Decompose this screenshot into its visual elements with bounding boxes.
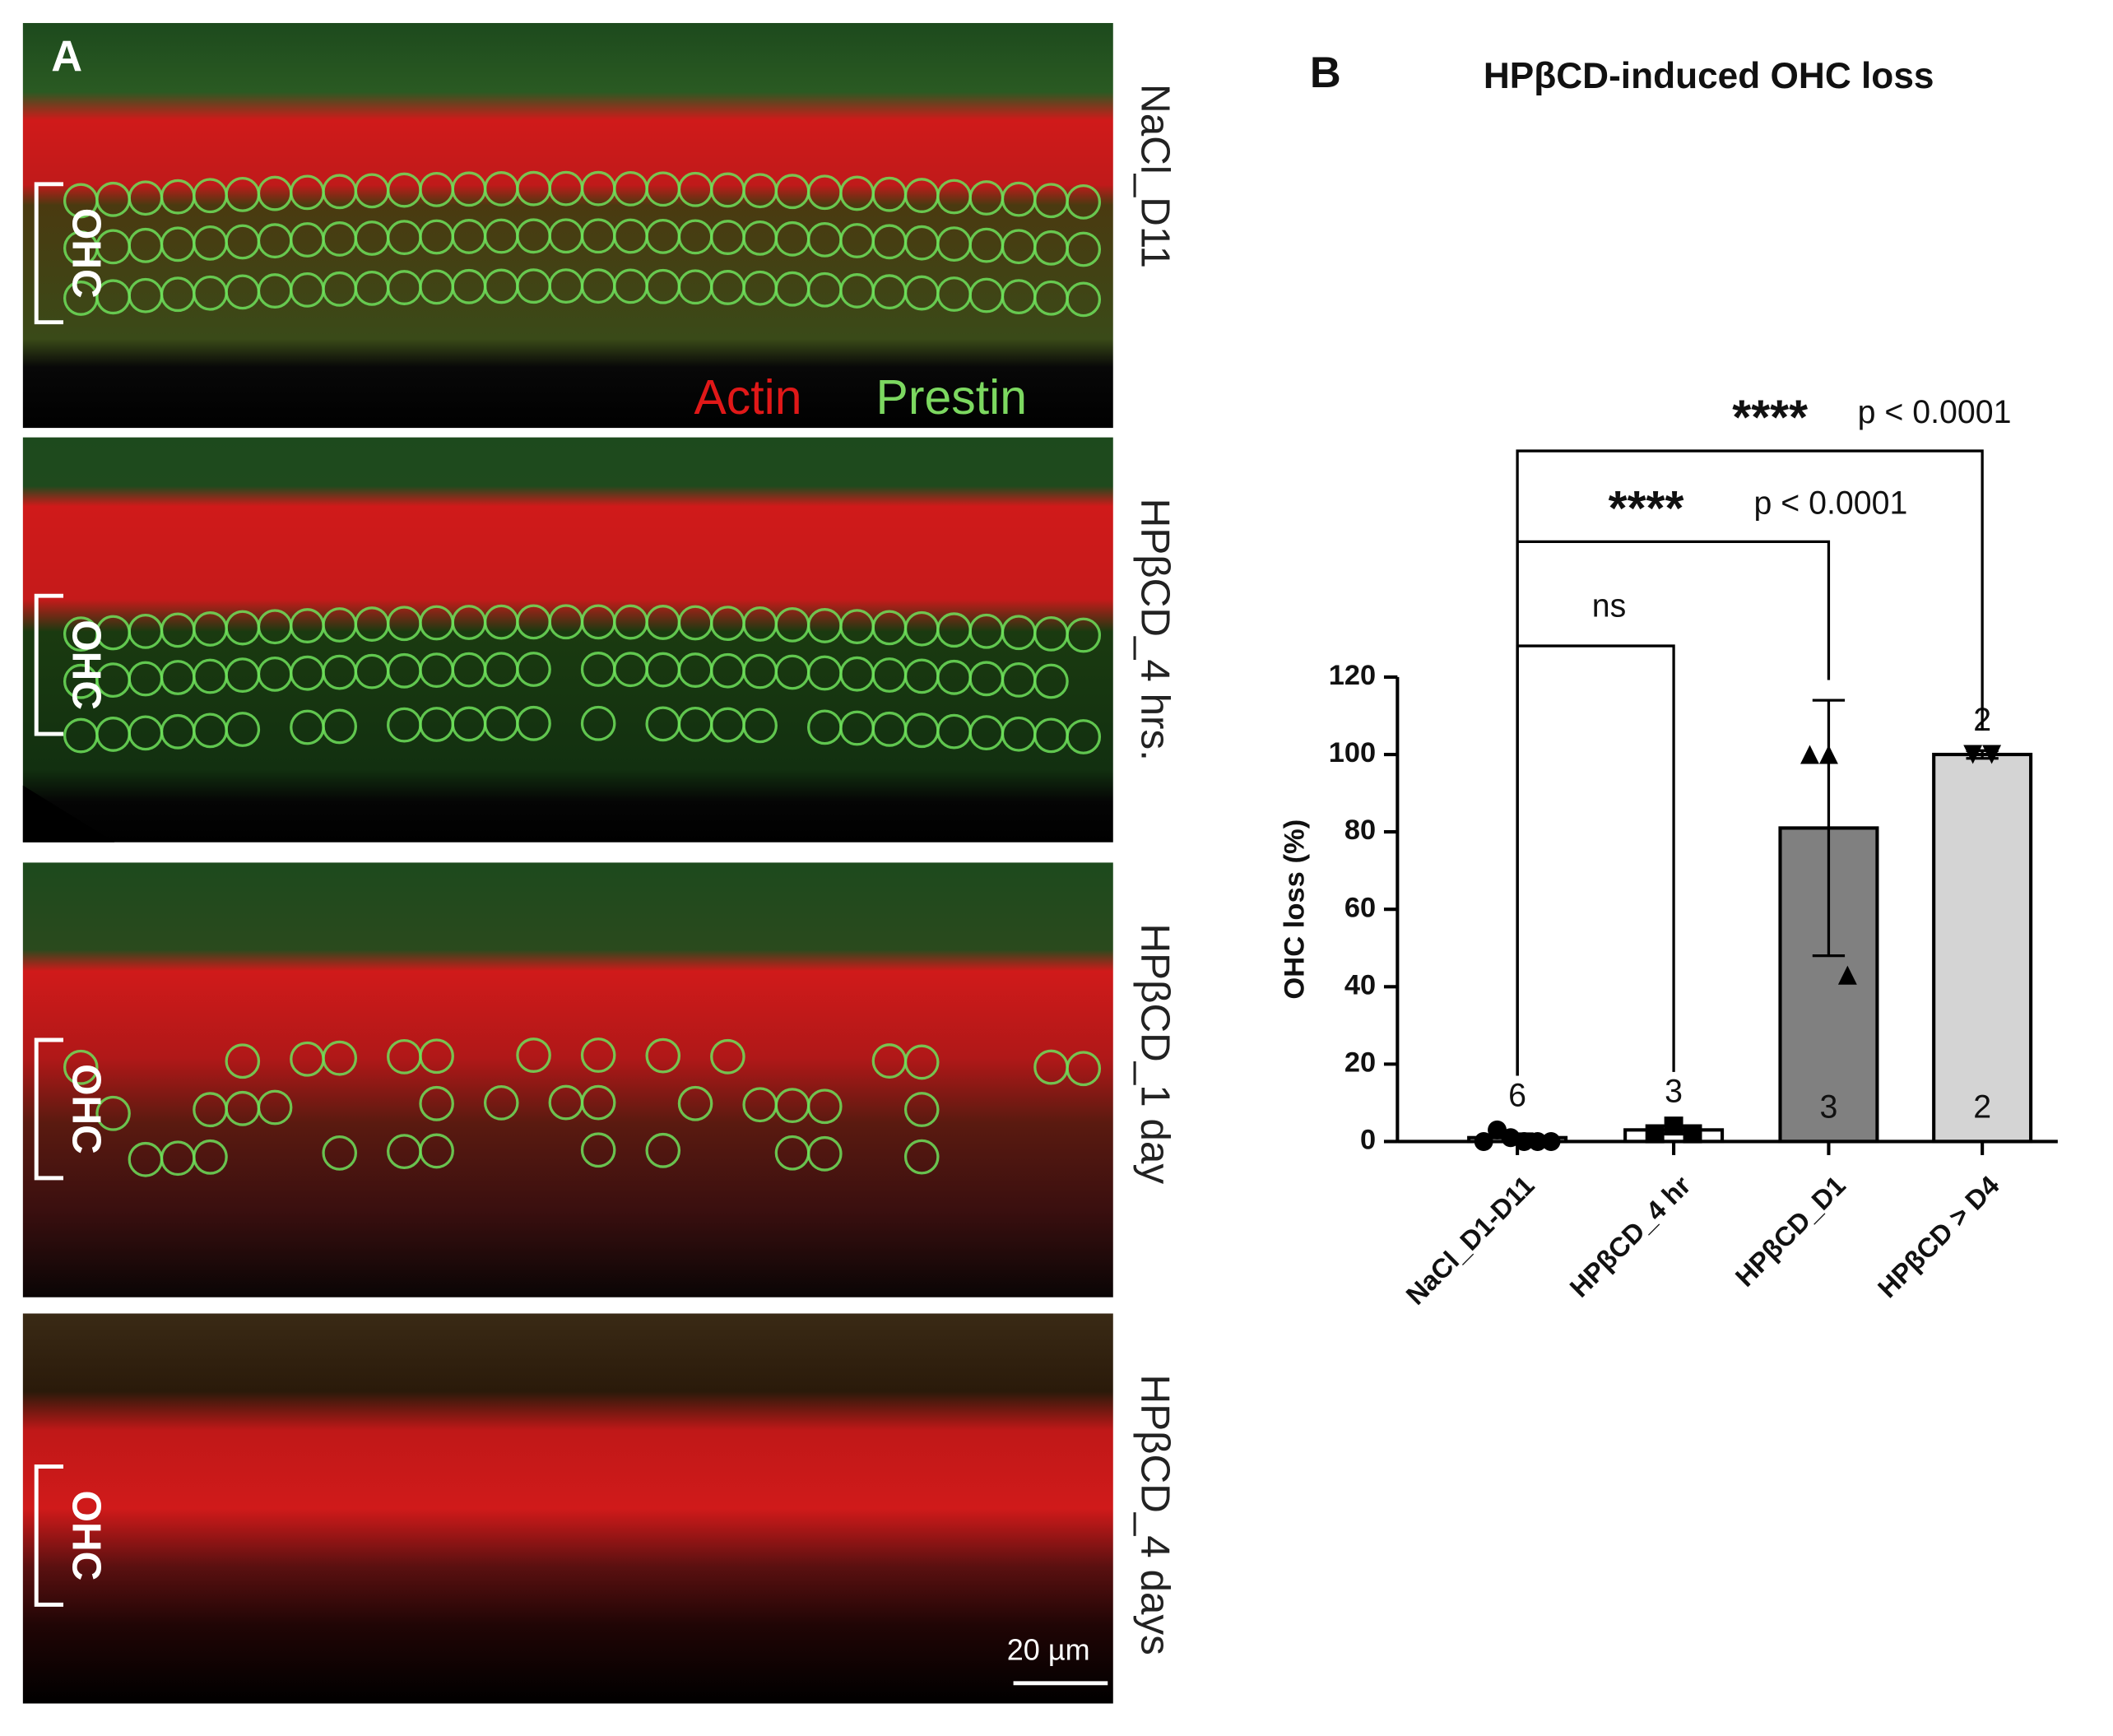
hair-cell xyxy=(225,712,261,747)
micrographs: OHC NaCl_D11 OHC HPβCD_4 hrs. OHC HPβCD_1 day… xyxy=(22,22,1177,1704)
ohc-label: OHC xyxy=(64,620,109,710)
hair-cell xyxy=(257,1089,293,1126)
ohc-label: OHC xyxy=(64,208,109,299)
significance-label: ns xyxy=(1592,587,1627,624)
y-tick-label: 100 xyxy=(1329,737,1376,768)
hair-cell xyxy=(807,1088,843,1125)
hair-cell xyxy=(677,1085,713,1121)
hair-cell xyxy=(516,705,551,741)
legend-prestin: Prestin xyxy=(876,369,1027,425)
hair-cell xyxy=(903,1139,940,1175)
hair-cell xyxy=(807,1135,843,1172)
hair-cell xyxy=(580,1084,616,1121)
p-value: p < 0.0001 xyxy=(1754,485,1908,521)
y-axis-label: OHC loss (%) xyxy=(1279,819,1311,1000)
hair-cell xyxy=(580,1037,616,1073)
chart-title: HPβCD-induced OHC loss xyxy=(1484,56,1934,96)
data-point xyxy=(1837,965,1857,985)
hair-cell xyxy=(1066,617,1102,653)
n-label: 6 xyxy=(1508,1077,1526,1113)
hair-cell xyxy=(322,1135,358,1171)
significance-label: **** xyxy=(1609,480,1684,536)
x-tick-label: HPβCD_D1 xyxy=(1730,1170,1851,1293)
hair-cell xyxy=(516,652,551,687)
x-tick-label: HPβCD > D4 xyxy=(1872,1169,2005,1303)
hair-cell xyxy=(483,1084,519,1121)
condition-label: NaCl_D11 xyxy=(1132,84,1177,268)
y-tick-label: 120 xyxy=(1329,660,1376,691)
y-tick-label: 60 xyxy=(1344,892,1376,923)
n-label: 3 xyxy=(1820,1088,1838,1125)
hair-cell xyxy=(193,1139,228,1175)
hair-cell xyxy=(1033,663,1069,699)
mask-corner xyxy=(22,785,115,842)
hair-cell xyxy=(645,1037,681,1074)
ohc-bracket xyxy=(34,1464,63,1607)
hair-cell xyxy=(742,708,778,744)
hair-cell xyxy=(419,1038,454,1075)
y-tick-label: 0 xyxy=(1360,1125,1376,1156)
data-point xyxy=(1982,745,2002,764)
significance-bracket xyxy=(1516,449,1984,1076)
ohc-bracket xyxy=(34,182,63,325)
hair-cell xyxy=(1066,719,1102,754)
hair-cell xyxy=(903,1092,940,1127)
y-tick-label: 40 xyxy=(1344,969,1376,1000)
data-point xyxy=(1645,1124,1665,1144)
p-value: p < 0.0001 xyxy=(1858,394,2012,430)
hair-cell xyxy=(516,1037,551,1073)
n-label: 2 xyxy=(1973,1088,1991,1125)
scale-bar-label: 20 µm xyxy=(1007,1632,1090,1666)
hair-cell xyxy=(419,1085,454,1121)
y-tick-label: 20 xyxy=(1344,1047,1376,1078)
legend-actin: Actin xyxy=(694,369,801,425)
hair-cell xyxy=(1066,183,1102,220)
hair-cell xyxy=(1066,281,1102,318)
data-point xyxy=(1963,745,1983,764)
ohc-label: OHC xyxy=(64,1491,109,1581)
data-point xyxy=(1818,745,1838,764)
hair-cell xyxy=(63,1049,99,1085)
hair-cell xyxy=(322,708,358,745)
hair-cell xyxy=(645,1132,681,1168)
hair-cell xyxy=(95,1095,131,1131)
micrograph xyxy=(22,862,1113,1297)
ohc-label: OHC xyxy=(64,1064,109,1154)
panel-label: B xyxy=(1310,49,1341,97)
micrograph xyxy=(22,22,1113,429)
x-tick-label: NaCl_D1-D11 xyxy=(1400,1170,1539,1311)
micrograph xyxy=(22,1313,1113,1704)
micrograph xyxy=(22,437,1113,842)
bar xyxy=(1932,752,2033,1144)
hair-cell xyxy=(580,705,616,741)
significance-bracket xyxy=(1516,644,1675,1076)
hair-cell xyxy=(1066,1051,1102,1087)
condition-label: HPβCD_4 hrs. xyxy=(1132,499,1177,761)
panel-label: A xyxy=(51,32,82,81)
hair-cell xyxy=(903,1044,940,1080)
hair-cell xyxy=(580,1132,616,1168)
ohc-bracket xyxy=(34,593,63,736)
hair-cell xyxy=(322,1040,358,1076)
data-point xyxy=(1683,1124,1702,1144)
condition-label: HPβCD_4 days xyxy=(1132,1375,1177,1655)
y-tick-label: 80 xyxy=(1344,815,1376,846)
hair-cell xyxy=(419,1133,454,1169)
hair-cell xyxy=(1066,231,1102,267)
bar-chart: B HPβCD-induced OHC loss OHC loss (%) 0 20 40… xyxy=(1279,49,2058,1311)
condition-label: HPβCD_1 day xyxy=(1132,923,1177,1184)
data-point xyxy=(1800,745,1819,764)
significance-label: **** xyxy=(1732,389,1808,444)
ohc-bracket xyxy=(34,1037,63,1181)
x-tick-label: HPβCD_4 hr xyxy=(1563,1170,1696,1303)
hair-cell xyxy=(710,1038,745,1075)
hair-cell xyxy=(225,1043,261,1079)
data-point xyxy=(1664,1116,1683,1136)
n-label: 3 xyxy=(1665,1073,1683,1109)
